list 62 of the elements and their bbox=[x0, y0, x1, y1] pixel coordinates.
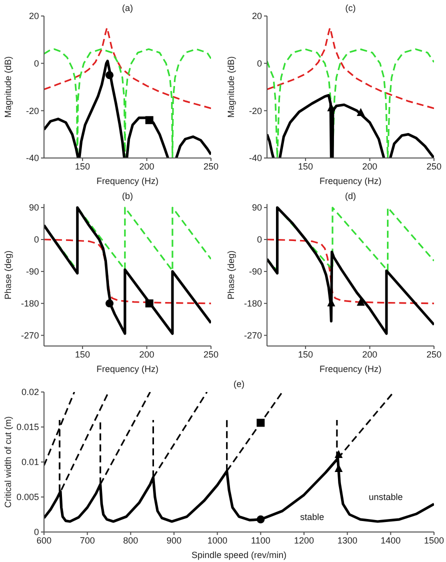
y-tick-label: 0 bbox=[34, 234, 39, 245]
x-tick-label: 150 bbox=[298, 349, 314, 360]
y-tick-label: 0 bbox=[256, 58, 262, 69]
y-tick-label: 20 bbox=[28, 11, 39, 22]
x-tick-label: 150 bbox=[75, 161, 90, 172]
x-tick-label: 1200 bbox=[294, 535, 314, 546]
x-axis-title: Spindle speed (rev/min) bbox=[191, 550, 287, 560]
y-tick-label: 20 bbox=[252, 11, 262, 22]
x-tick-label: 600 bbox=[36, 535, 52, 546]
x-tick-label: 1500 bbox=[424, 535, 444, 546]
y-tick-label: 0 bbox=[256, 234, 262, 245]
y-axis-title: Critical width of cut (m) bbox=[3, 416, 14, 508]
y-tick-label: -90 bbox=[248, 266, 262, 277]
x-tick-label: 200 bbox=[362, 349, 378, 360]
chart-title: (e) bbox=[232, 379, 246, 389]
y-tick-label: -270 bbox=[20, 330, 39, 341]
y-axis-title: Magnitude (dB) bbox=[3, 56, 14, 118]
chart-title: (d) bbox=[344, 191, 357, 201]
x-tick-label: 200 bbox=[139, 161, 154, 172]
y-tick-label: -40 bbox=[26, 153, 39, 164]
y-tick-label: -40 bbox=[248, 153, 262, 164]
annotation: unstable bbox=[368, 492, 403, 502]
x-axis-title: Frequency (Hz) bbox=[319, 176, 382, 186]
y-tick-label: -270 bbox=[244, 330, 262, 341]
y-tick-label: 90 bbox=[252, 202, 262, 213]
x-tick-label: 200 bbox=[362, 161, 378, 172]
y-tick-label: -180 bbox=[20, 298, 39, 309]
y-tick-label: 0 bbox=[34, 527, 39, 538]
x-tick-label: 150 bbox=[298, 161, 314, 172]
x-tick-label: 1300 bbox=[337, 535, 358, 546]
y-tick-label: 0.015 bbox=[16, 422, 39, 432]
x-tick-label: 250 bbox=[426, 349, 442, 360]
y-tick-label: 0.02 bbox=[21, 387, 39, 398]
annotation: stable bbox=[300, 512, 324, 522]
chart-title: (b) bbox=[121, 191, 134, 201]
x-tick-label: 200 bbox=[139, 349, 154, 360]
x-tick-label: 150 bbox=[75, 349, 90, 360]
x-axis-title: Frequency (Hz) bbox=[96, 364, 159, 374]
x-tick-label: 250 bbox=[203, 161, 219, 172]
y-tick-label: 0.005 bbox=[16, 492, 39, 502]
y-tick-label: -20 bbox=[26, 106, 39, 116]
y-tick-label: -20 bbox=[248, 106, 262, 116]
y-tick-label: 90 bbox=[28, 202, 39, 213]
x-tick-label: 1100 bbox=[250, 535, 270, 546]
chart-title: (c) bbox=[344, 3, 357, 13]
y-axis-title: Magnitude (dB) bbox=[226, 56, 236, 118]
x-axis-title: Frequency (Hz) bbox=[96, 176, 159, 186]
x-tick-label: 250 bbox=[203, 349, 219, 360]
x-tick-label: 250 bbox=[426, 161, 442, 172]
x-tick-label: 1000 bbox=[207, 535, 228, 546]
y-axis-title: Phase (deg) bbox=[3, 250, 14, 300]
x-tick-label: 700 bbox=[80, 535, 95, 546]
y-tick-label: -180 bbox=[244, 298, 262, 309]
x-axis-title: Frequency (Hz) bbox=[319, 364, 382, 374]
y-tick-label: 0.01 bbox=[21, 457, 39, 468]
x-tick-label: 800 bbox=[123, 535, 138, 546]
y-axis-title: Phase (deg) bbox=[226, 250, 236, 300]
chart-title: (a) bbox=[121, 3, 134, 13]
y-tick-label: 0 bbox=[34, 58, 39, 69]
x-tick-label: 900 bbox=[166, 535, 182, 546]
x-tick-label: 1400 bbox=[380, 535, 401, 546]
y-tick-label: -90 bbox=[26, 266, 39, 277]
